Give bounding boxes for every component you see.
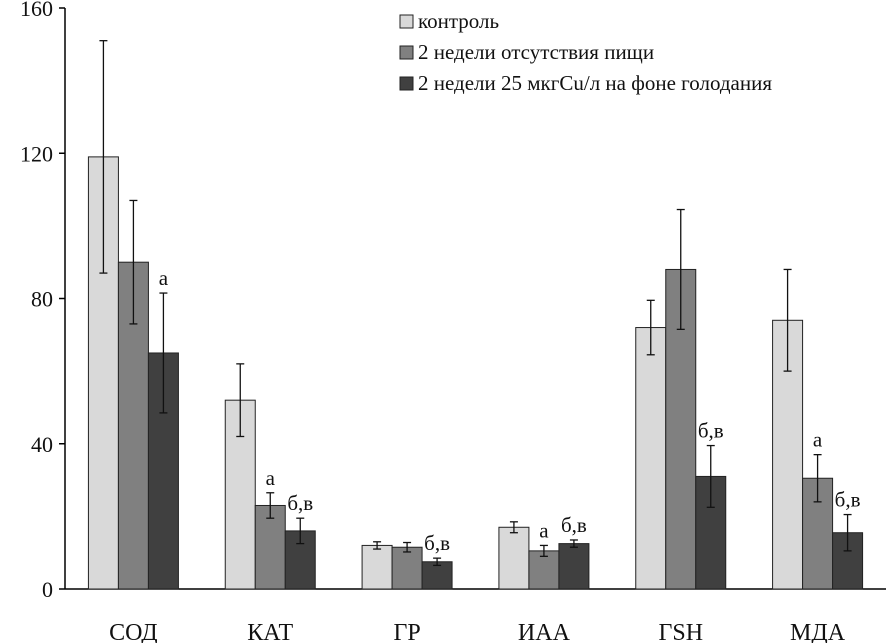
bar	[528, 550, 560, 590]
significance-label: б,в	[424, 531, 450, 555]
significance-label: а	[266, 466, 276, 490]
x-tick-label: МДА	[790, 620, 846, 643]
significance-label: б,в	[698, 419, 724, 443]
significance-label: б,в	[287, 491, 313, 515]
bar	[558, 543, 590, 590]
legend-label: 2 недели отсутствия пищи	[418, 40, 654, 64]
bar	[635, 327, 667, 590]
significance-label: б,в	[835, 488, 861, 512]
y-tick-label: 0	[42, 577, 53, 602]
significance-label: б,в	[561, 513, 587, 537]
y-tick-label: 40	[31, 432, 53, 457]
bars: а а б,в б,в а б,в б,в а б,в	[87, 40, 864, 590]
y-tick-label: 80	[31, 287, 53, 312]
bar	[498, 526, 530, 590]
x-tick-label: ИАА	[518, 620, 571, 643]
significance-label: а	[159, 266, 169, 290]
axes: 0 40 80 120 160 СОД КАТ ГР ИАА ГSH МДА	[20, 0, 886, 643]
significance-label: а	[539, 518, 549, 542]
legend-swatch	[399, 45, 414, 60]
x-tick-label: ГSH	[658, 620, 703, 643]
legend-label: контроль	[418, 9, 499, 33]
x-tick-label: КАТ	[247, 620, 293, 643]
legend-label: 2 недели 25 мкгCu/л на фоне голодания	[418, 71, 772, 95]
y-tick-label: 120	[20, 141, 53, 166]
significance-label: а	[813, 428, 823, 452]
y-tick-label: 160	[20, 0, 53, 21]
x-tick-label: СОД	[109, 620, 158, 643]
legend: контроль 2 недели отсутствия пищи 2 недели…	[399, 9, 772, 95]
legend-swatch	[399, 76, 414, 91]
bar	[391, 546, 423, 590]
bar	[361, 544, 393, 590]
legend-swatch	[399, 14, 414, 29]
x-tick-label: ГР	[393, 620, 420, 643]
